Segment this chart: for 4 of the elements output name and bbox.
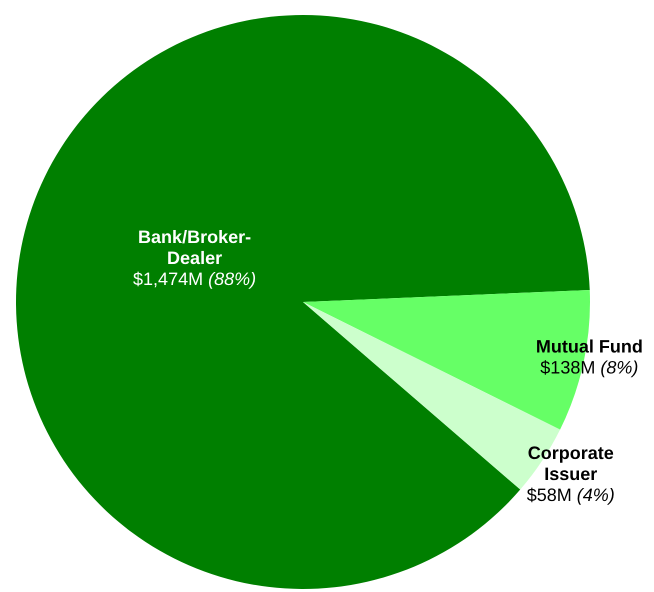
- data-label: $1,474M (88%): [133, 269, 256, 290]
- slice-label: Bank/Broker-Dealer: [138, 227, 252, 268]
- data-label: $58M (4%): [526, 484, 615, 505]
- slice-label: Corporate Issuer: [528, 442, 614, 484]
